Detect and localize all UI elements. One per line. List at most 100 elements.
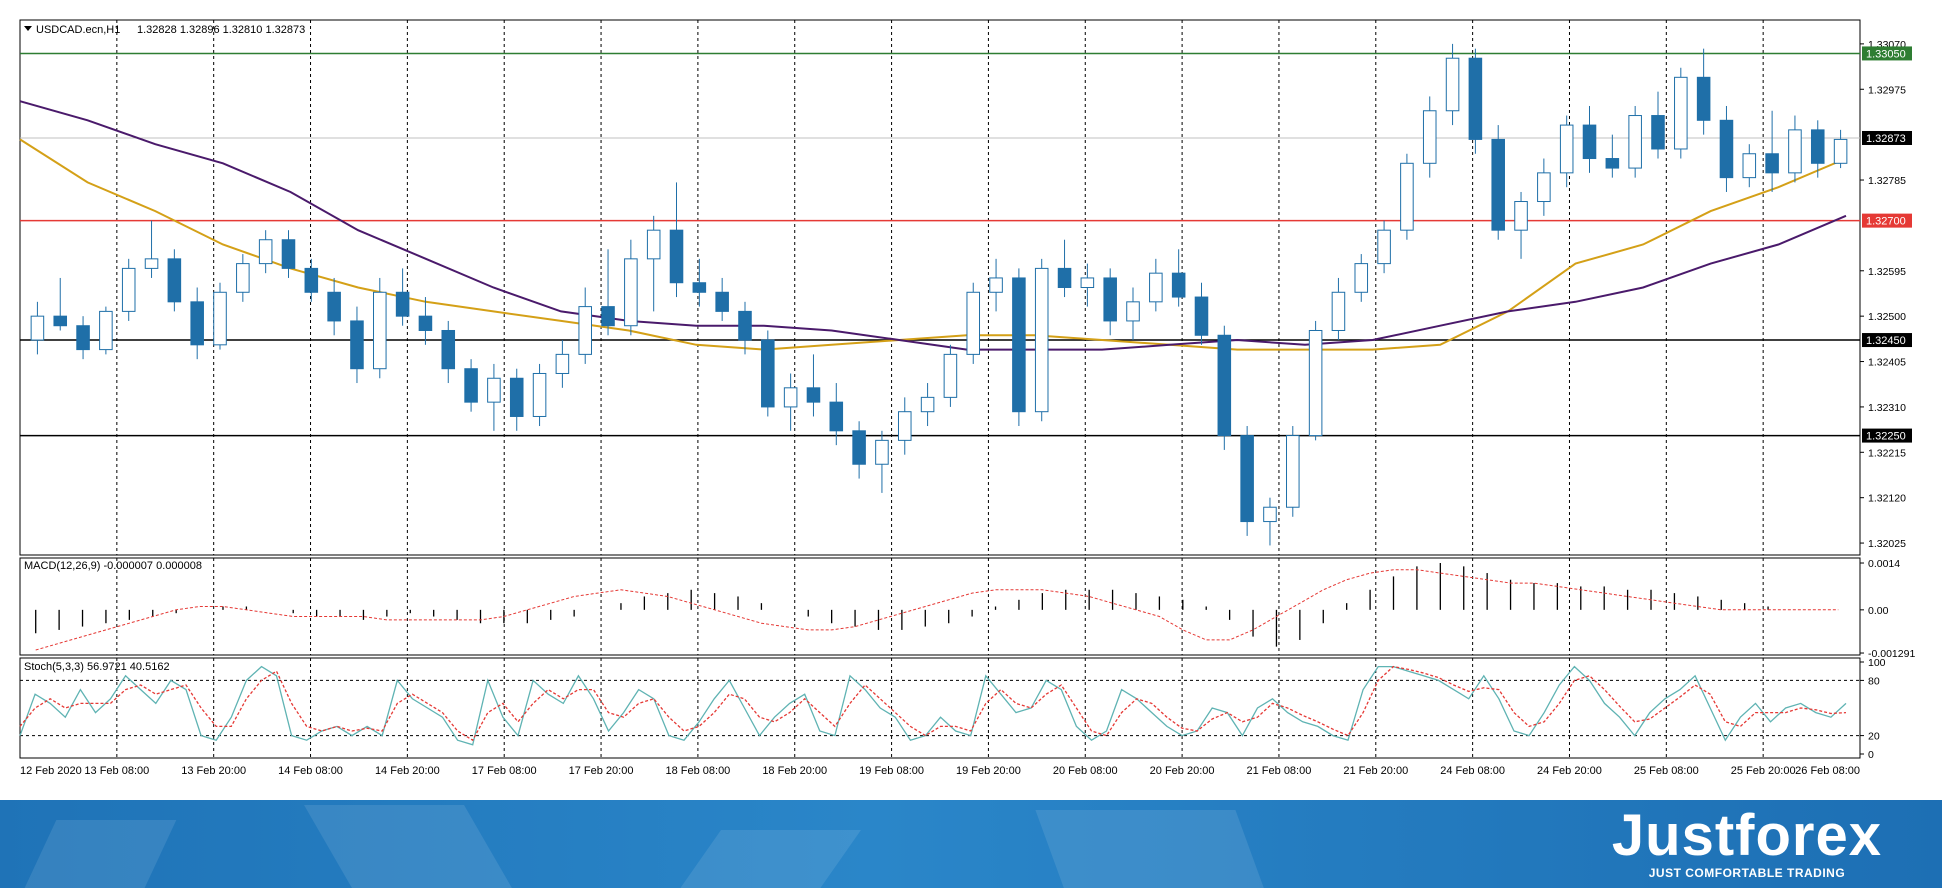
candle [1103, 268, 1117, 336]
candle-body [1057, 267, 1072, 288]
candle-body [350, 320, 364, 370]
candle [1514, 191, 1528, 259]
candle-body [1194, 296, 1209, 336]
candle [989, 258, 1003, 312]
candle [1582, 105, 1597, 173]
candle [1422, 96, 1437, 178]
candle-body [1628, 115, 1642, 169]
x-tick-label: 13 Feb 08:00 [84, 765, 149, 777]
candle-body [829, 401, 844, 432]
candle-body [144, 258, 159, 269]
candle-body [281, 239, 296, 269]
candle-body [1833, 138, 1848, 164]
candle-body [327, 291, 341, 322]
x-tick-label: 19 Feb 08:00 [859, 765, 924, 777]
candle [1400, 153, 1414, 240]
candle [966, 282, 981, 364]
candle [1080, 263, 1095, 307]
candle [441, 320, 456, 384]
candle-body [509, 377, 524, 417]
candle [1559, 115, 1574, 188]
candle-body [555, 353, 570, 374]
candle [76, 316, 90, 360]
decor-shape [23, 820, 177, 888]
current-price-label: 1.32873 [1866, 133, 1906, 145]
candle [1537, 158, 1551, 216]
candle-body [989, 277, 1003, 293]
candle [761, 330, 775, 417]
candle-body [236, 263, 250, 293]
candle [395, 268, 410, 326]
x-tick-label: 26 Feb 08:00 [1795, 765, 1860, 777]
x-tick-label: 19 Feb 20:00 [956, 765, 1021, 777]
candle [1217, 325, 1232, 450]
candle [555, 340, 570, 388]
candle [1810, 120, 1825, 178]
candle [1696, 48, 1711, 135]
candle [1194, 282, 1209, 345]
candle [1651, 91, 1665, 159]
candle [532, 363, 547, 427]
y-tick-label: 1.32215 [1868, 447, 1906, 459]
candle-body [1034, 267, 1049, 413]
candle [1171, 249, 1186, 307]
candle [350, 306, 364, 384]
candle-body [920, 396, 935, 413]
candle-body [601, 306, 615, 327]
candle-body [464, 368, 478, 403]
candle [373, 277, 387, 379]
candle-body [418, 315, 433, 331]
candle-body [738, 310, 752, 341]
candle-body [1537, 172, 1551, 203]
y-tick-label: 1.32975 [1868, 84, 1906, 96]
candle-body [1103, 277, 1117, 322]
justforex-logo[interactable]: Justforex JUST COMFORTABLE TRADING [1612, 806, 1882, 881]
x-tick-label: 20 Feb 08:00 [1053, 765, 1118, 777]
level-box [1862, 213, 1912, 228]
candle [1149, 258, 1163, 312]
decor-shape [304, 805, 516, 888]
candle [418, 297, 433, 345]
candle-body [692, 282, 707, 293]
candle [1628, 105, 1642, 178]
stoch-title: Stoch(5,3,3) 56.9721 40.5162 [24, 661, 170, 673]
candle [1788, 115, 1802, 183]
candle [783, 373, 798, 431]
candle-body [167, 258, 182, 303]
candle [281, 230, 296, 278]
candle-body [715, 291, 729, 312]
level-box [1862, 333, 1912, 348]
candle [1126, 287, 1140, 341]
candle [601, 249, 615, 336]
y-tick-label: 1.32595 [1868, 266, 1906, 278]
y-tick-label: 1.32785 [1868, 175, 1906, 187]
candle-body [875, 439, 889, 465]
panel-frame-macd [19, 557, 1861, 656]
candle [30, 301, 45, 355]
candle [829, 383, 844, 446]
candle-body [1080, 277, 1095, 289]
candle [1719, 105, 1734, 192]
candle [99, 306, 113, 355]
decor-shape [1035, 810, 1265, 888]
candle-body [1012, 277, 1026, 413]
current-price-box [1862, 130, 1912, 145]
candle [213, 282, 227, 350]
stoch-line [19, 665, 1847, 746]
level-label: 1.32250 [1866, 431, 1906, 443]
y-tick-label: 1.32500 [1868, 311, 1906, 323]
candle-body [897, 411, 912, 441]
x-tick-label: 18 Feb 08:00 [665, 765, 730, 777]
candle [1833, 129, 1848, 169]
price-panel [19, 43, 1860, 546]
candle [738, 301, 752, 355]
x-tick-label: 17 Feb 08:00 [472, 765, 537, 777]
level-label: 1.32450 [1866, 335, 1906, 347]
decor-shape [678, 830, 862, 888]
stoch-line [19, 665, 1847, 742]
candle-body [624, 258, 638, 327]
collapse-triangle-icon [24, 26, 32, 31]
candle-body [1765, 153, 1779, 174]
candle [1057, 239, 1072, 298]
candle-body [1742, 153, 1757, 179]
